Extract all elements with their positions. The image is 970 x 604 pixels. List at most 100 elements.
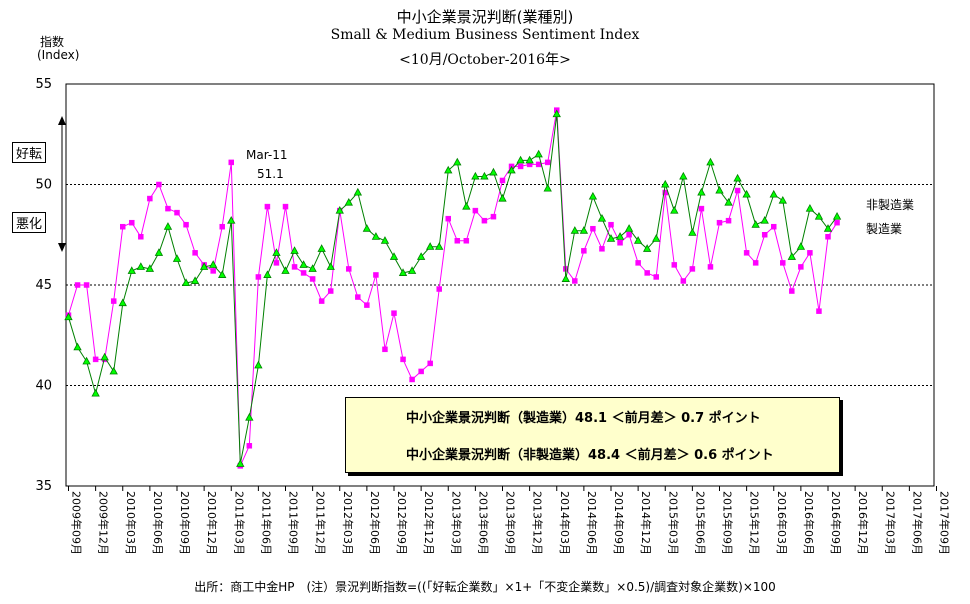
x-tick-label: 2011年03月	[232, 491, 246, 555]
data-point	[300, 270, 307, 276]
grid	[66, 184, 934, 386]
x-axis-tick-labels: 2009年09月 2009年12月 2010年03月 2010年06月 2010年09月…	[70, 491, 952, 555]
x-tick-label: 2016年06月	[802, 491, 816, 555]
data-point	[309, 276, 316, 282]
x-tick-label: 2017年03月	[883, 491, 897, 555]
data-point	[174, 209, 180, 216]
data-point	[109, 366, 118, 375]
data-point	[147, 195, 153, 202]
data-point	[290, 246, 299, 254]
x-tick-label: 2015年12月	[748, 491, 762, 555]
data-point	[581, 248, 587, 254]
data-point	[597, 214, 607, 222]
data-point	[570, 226, 580, 234]
data-point	[246, 443, 253, 449]
x-tick-label: 2016年09月	[829, 491, 843, 555]
data-point	[136, 262, 146, 270]
data-point	[183, 221, 189, 228]
chart-title: 中小企業景況判断(業種別)	[396, 8, 574, 26]
y-axis-label: 指数	[40, 35, 65, 49]
data-point	[733, 173, 742, 182]
data-point	[362, 224, 372, 232]
chart-subtitle-date: <10月/October-2016年>	[399, 52, 571, 68]
series	[64, 107, 842, 469]
nonmanufacturing-end-label: 非製造業	[866, 198, 915, 212]
x-tick-label: 2014年12月	[639, 491, 653, 555]
data-point	[823, 224, 833, 232]
data-point	[653, 274, 659, 280]
data-point	[769, 189, 778, 198]
data-point	[787, 252, 797, 260]
legend: 中小企業景況判断（製造業）48.1 ＜前月差＞ 0.7 ポイント 中小企業景況判…	[345, 397, 840, 473]
series-line	[68, 114, 838, 464]
data-point	[834, 219, 840, 226]
data-point	[661, 179, 670, 188]
data-point	[525, 155, 534, 164]
x-tick-label: 2014年09月	[612, 491, 626, 555]
data-point	[83, 282, 90, 288]
x-axis-ticks	[68, 486, 937, 491]
data-point	[299, 260, 308, 268]
data-point	[462, 201, 471, 210]
data-point	[816, 308, 822, 314]
data-point	[608, 221, 614, 228]
data-point	[255, 274, 262, 280]
data-point	[138, 234, 144, 240]
data-point	[327, 288, 334, 294]
footer-source-note: 出所：商工中金HP (注）景況判断指数=((「好転企業数」×1+「不変企業数」×…	[194, 580, 776, 594]
x-tick-label: 2010年12月	[205, 491, 219, 555]
data-point	[308, 264, 317, 272]
data-point	[725, 217, 732, 224]
x-tick-label: 2015年03月	[666, 491, 680, 555]
x-tick-label: 2010年06月	[151, 491, 165, 555]
data-point	[190, 276, 200, 284]
data-point	[489, 167, 498, 176]
data-point	[129, 219, 135, 226]
data-point	[798, 264, 804, 270]
data-point	[552, 109, 561, 118]
data-point	[544, 159, 551, 166]
data-point	[272, 248, 281, 256]
data-point	[543, 183, 552, 192]
data-point	[192, 250, 198, 256]
data-point	[635, 260, 641, 266]
data-point	[344, 197, 353, 206]
data-point	[100, 352, 109, 361]
data-point	[210, 268, 216, 274]
data-point	[120, 223, 126, 230]
data-point	[507, 165, 516, 174]
data-point	[588, 191, 598, 200]
data-point	[346, 266, 352, 272]
good-label: 好転	[12, 142, 47, 163]
annotation-value: 51.1	[257, 167, 284, 181]
data-point	[579, 226, 589, 234]
data-point	[416, 252, 426, 260]
legend-manufacturing: 中小企業景況判断（製造業）48.1 ＜前月差＞ 0.7 ポイント	[406, 411, 761, 426]
data-point	[355, 294, 361, 300]
data-point	[807, 250, 813, 256]
data-point	[590, 225, 596, 232]
data-point	[317, 244, 326, 252]
data-point	[118, 298, 127, 307]
data-point	[154, 248, 164, 256]
data-point	[471, 171, 480, 180]
data-point	[318, 298, 325, 304]
data-point	[236, 459, 245, 467]
data-point	[599, 246, 605, 252]
data-point	[407, 266, 417, 274]
data-point	[516, 155, 525, 164]
x-tick-label: 2012年06月	[368, 491, 382, 555]
data-point	[644, 270, 650, 276]
data-point	[715, 185, 724, 194]
x-tick-label: 2009年12月	[97, 491, 111, 555]
data-point	[208, 260, 218, 268]
data-point	[697, 187, 706, 196]
data-point	[517, 163, 524, 170]
data-point	[445, 215, 451, 222]
x-tick-label: 2011年12月	[314, 491, 328, 555]
x-tick-label: 2016年03月	[775, 491, 789, 555]
data-point	[796, 242, 806, 250]
good-bad-arrow	[58, 116, 66, 252]
data-point	[617, 240, 623, 246]
